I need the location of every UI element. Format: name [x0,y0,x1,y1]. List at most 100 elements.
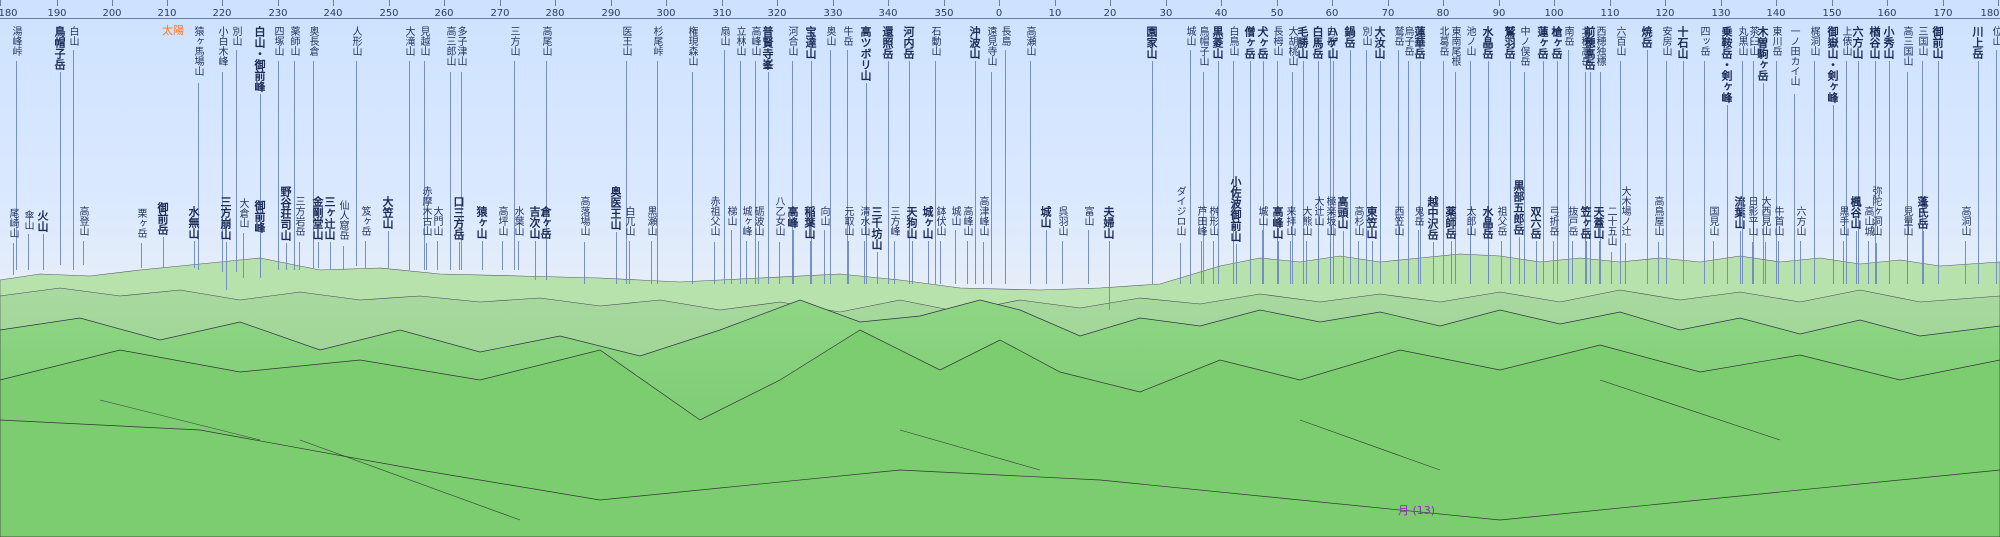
peak-label[interactable]: 還照岳 [881,26,894,59]
peak-label[interactable]: 水無山 [187,206,200,239]
peak-label[interactable]: 鷲羽岳 [1503,26,1516,59]
peak-label[interactable]: 蓮華岳 [1413,26,1426,59]
peak-label[interactable]: 木曽駒ヶ岳 [1756,26,1769,81]
peak-label[interactable]: 火山 [36,210,49,232]
peak-label[interactable]: 鷲岳 [1392,26,1403,46]
peak-label[interactable]: 吉次山 [528,206,541,239]
peak-label[interactable]: 河合山 [786,26,797,56]
peak-label[interactable]: 城山 [1184,26,1195,46]
peak-label[interactable]: 城ヶ山 [921,206,934,239]
peak-label[interactable]: 大胡桃山 [1286,26,1297,66]
peak-label[interactable]: 赤祖父山 [708,196,719,236]
peak-label[interactable]: 湯峰峠 [10,26,21,56]
peak-label[interactable]: 高三郎山 [444,26,455,66]
peak-label[interactable]: 梶洞山 [1808,26,1819,56]
peak-label[interactable]: 小佐波御前山 [1229,176,1242,242]
peak-label[interactable]: 鍋岳 [1343,26,1356,48]
peak-label[interactable]: 白兀山 [623,206,634,236]
peak-label[interactable]: 水葉山 [512,206,523,236]
peak-label[interactable]: 砺波山 [752,206,763,236]
peak-label[interactable]: 水晶岳 [1481,206,1494,239]
peak-label[interactable]: 北葛岳 [1437,26,1448,56]
peak-label[interactable]: 白鳥山 [1227,26,1238,56]
peak-label[interactable]: 向山 [818,206,829,226]
peak-label[interactable]: 高洞山 [1959,206,1970,236]
peak-label[interactable]: 茶臼山 [1747,26,1758,56]
peak-label[interactable]: 祖父岳 [1495,206,1506,236]
peak-label[interactable]: 来拝山 [1284,206,1295,236]
peak-label[interactable]: 十石山 [1676,26,1689,59]
peak-label[interactable]: 御前山 [1931,26,1944,59]
peak-label[interactable]: 御前岳 [156,202,169,235]
peak-label[interactable]: 東笠山 [1365,206,1378,239]
peak-label[interactable]: 黒部五郎岳 [1512,180,1525,235]
peak-label[interactable]: 牛首山 [1772,206,1783,236]
peak-label[interactable]: 弥陀ヶ洞山 [1870,186,1881,236]
peak-label[interactable]: 沖波山 [968,26,981,59]
peak-label[interactable]: ダイジロ山 [1174,186,1185,236]
peak-label[interactable]: 三方峰 [888,206,899,236]
peak-label[interactable]: 東川岳 [1770,26,1781,56]
peak-label[interactable]: 白岳 [1324,26,1335,46]
peak-label[interactable]: 高峰山 [961,206,972,236]
peak-label[interactable]: ハゲ山 [1326,26,1339,59]
peak-label[interactable]: 三国山 [1916,26,1927,56]
peak-label[interactable]: 野谷荘司山 [279,186,292,241]
peak-label[interactable]: 二十五山 [1605,206,1616,246]
peak-label[interactable]: 高瀬山 [1024,26,1035,56]
peak-label[interactable]: 一ノ田カイ山 [1788,26,1799,86]
peak-label[interactable]: 黒菱山 [1211,26,1224,59]
peak-label[interactable]: 流葉山 [1733,196,1746,229]
peak-label[interactable]: 奥山 [824,26,835,46]
peak-label[interactable]: 楢谷山 [1868,26,1881,59]
peak-label[interactable]: 三ヶ辻山 [323,196,336,240]
peak-label[interactable]: 三方山 [508,26,519,56]
peak-label[interactable]: 倉ヶ岳 [539,206,552,239]
peak-label[interactable]: 小秀山 [1882,26,1895,59]
peak-label[interactable]: 双六岳 [1529,206,1542,239]
peak-label[interactable]: 城山 [1039,206,1052,228]
peak-label[interactable]: 高峰山 [1271,206,1284,239]
peak-label[interactable]: 川上岳 [1971,26,1984,59]
peak-label[interactable]: 金剛堂山 [311,196,324,240]
peak-label[interactable]: 楓谷山 [1849,196,1862,229]
peak-label[interactable]: 太郎山 [1464,206,1475,236]
peak-label[interactable]: 呉羽山 [1056,206,1067,236]
peak-label[interactable]: 僧ヶ岳 [1243,26,1256,59]
peak-label[interactable]: 石動山 [929,26,940,56]
peak-label[interactable]: 長栂山 [1271,26,1282,56]
peak-label[interactable]: 大倉山 [237,198,248,228]
peak-label[interactable]: 三方崩山 [219,196,232,240]
peak-label[interactable]: 高坪山 [496,206,507,236]
peak-label[interactable]: 高峰 [786,206,799,228]
peak-label[interactable]: 高落場山 [578,196,589,236]
peak-label[interactable]: 城山 [1256,206,1267,226]
peak-label[interactable]: 梯山 [725,206,736,226]
peak-label[interactable]: 日影平山 [1746,196,1757,236]
peak-label[interactable]: 黒手山 [1837,206,1848,236]
peak-label[interactable]: 鬼岳 [1412,206,1423,226]
peak-label[interactable]: 高山城 [1862,206,1873,236]
peak-label[interactable]: 高杉山 [1352,206,1363,236]
peak-label[interactable]: 尾崎山 [7,208,18,238]
peak-label[interactable]: 扇山 [718,26,729,46]
peak-label[interactable]: 水晶岳 [1481,26,1494,59]
peak-label[interactable]: 池ノ山 [1464,26,1475,56]
peak-label[interactable]: 位山 [1990,26,2000,46]
peak-label[interactable]: 北穂高岳 [1579,26,1590,66]
peak-label[interactable]: 見越山 [418,26,429,56]
peak-label[interactable]: 人形山 [350,26,361,56]
peak-label[interactable]: 国見山 [1707,206,1718,236]
peak-label[interactable]: 赤摩木古山 [420,186,431,236]
peak-label[interactable]: 蓮ヶ岳 [1536,26,1549,59]
peak-label[interactable]: 猿ヶ山 [475,206,488,239]
peak-label[interactable]: 鳥帽子山 [1197,26,1208,66]
peak-label[interactable]: 権現森山 [686,26,697,66]
peak-label[interactable]: 蓬氏岳 [1916,196,1929,229]
peak-label[interactable]: 傘山 [22,210,33,230]
peak-label[interactable]: 四塚山 [272,26,283,56]
peak-label[interactable]: 弓折岳 [1547,206,1558,236]
peak-label[interactable]: 前穂高岳 [1583,26,1596,70]
peak-label[interactable]: 槍ヶ岳 [1550,26,1563,59]
peak-label[interactable]: 白馬岳 [1311,26,1324,59]
